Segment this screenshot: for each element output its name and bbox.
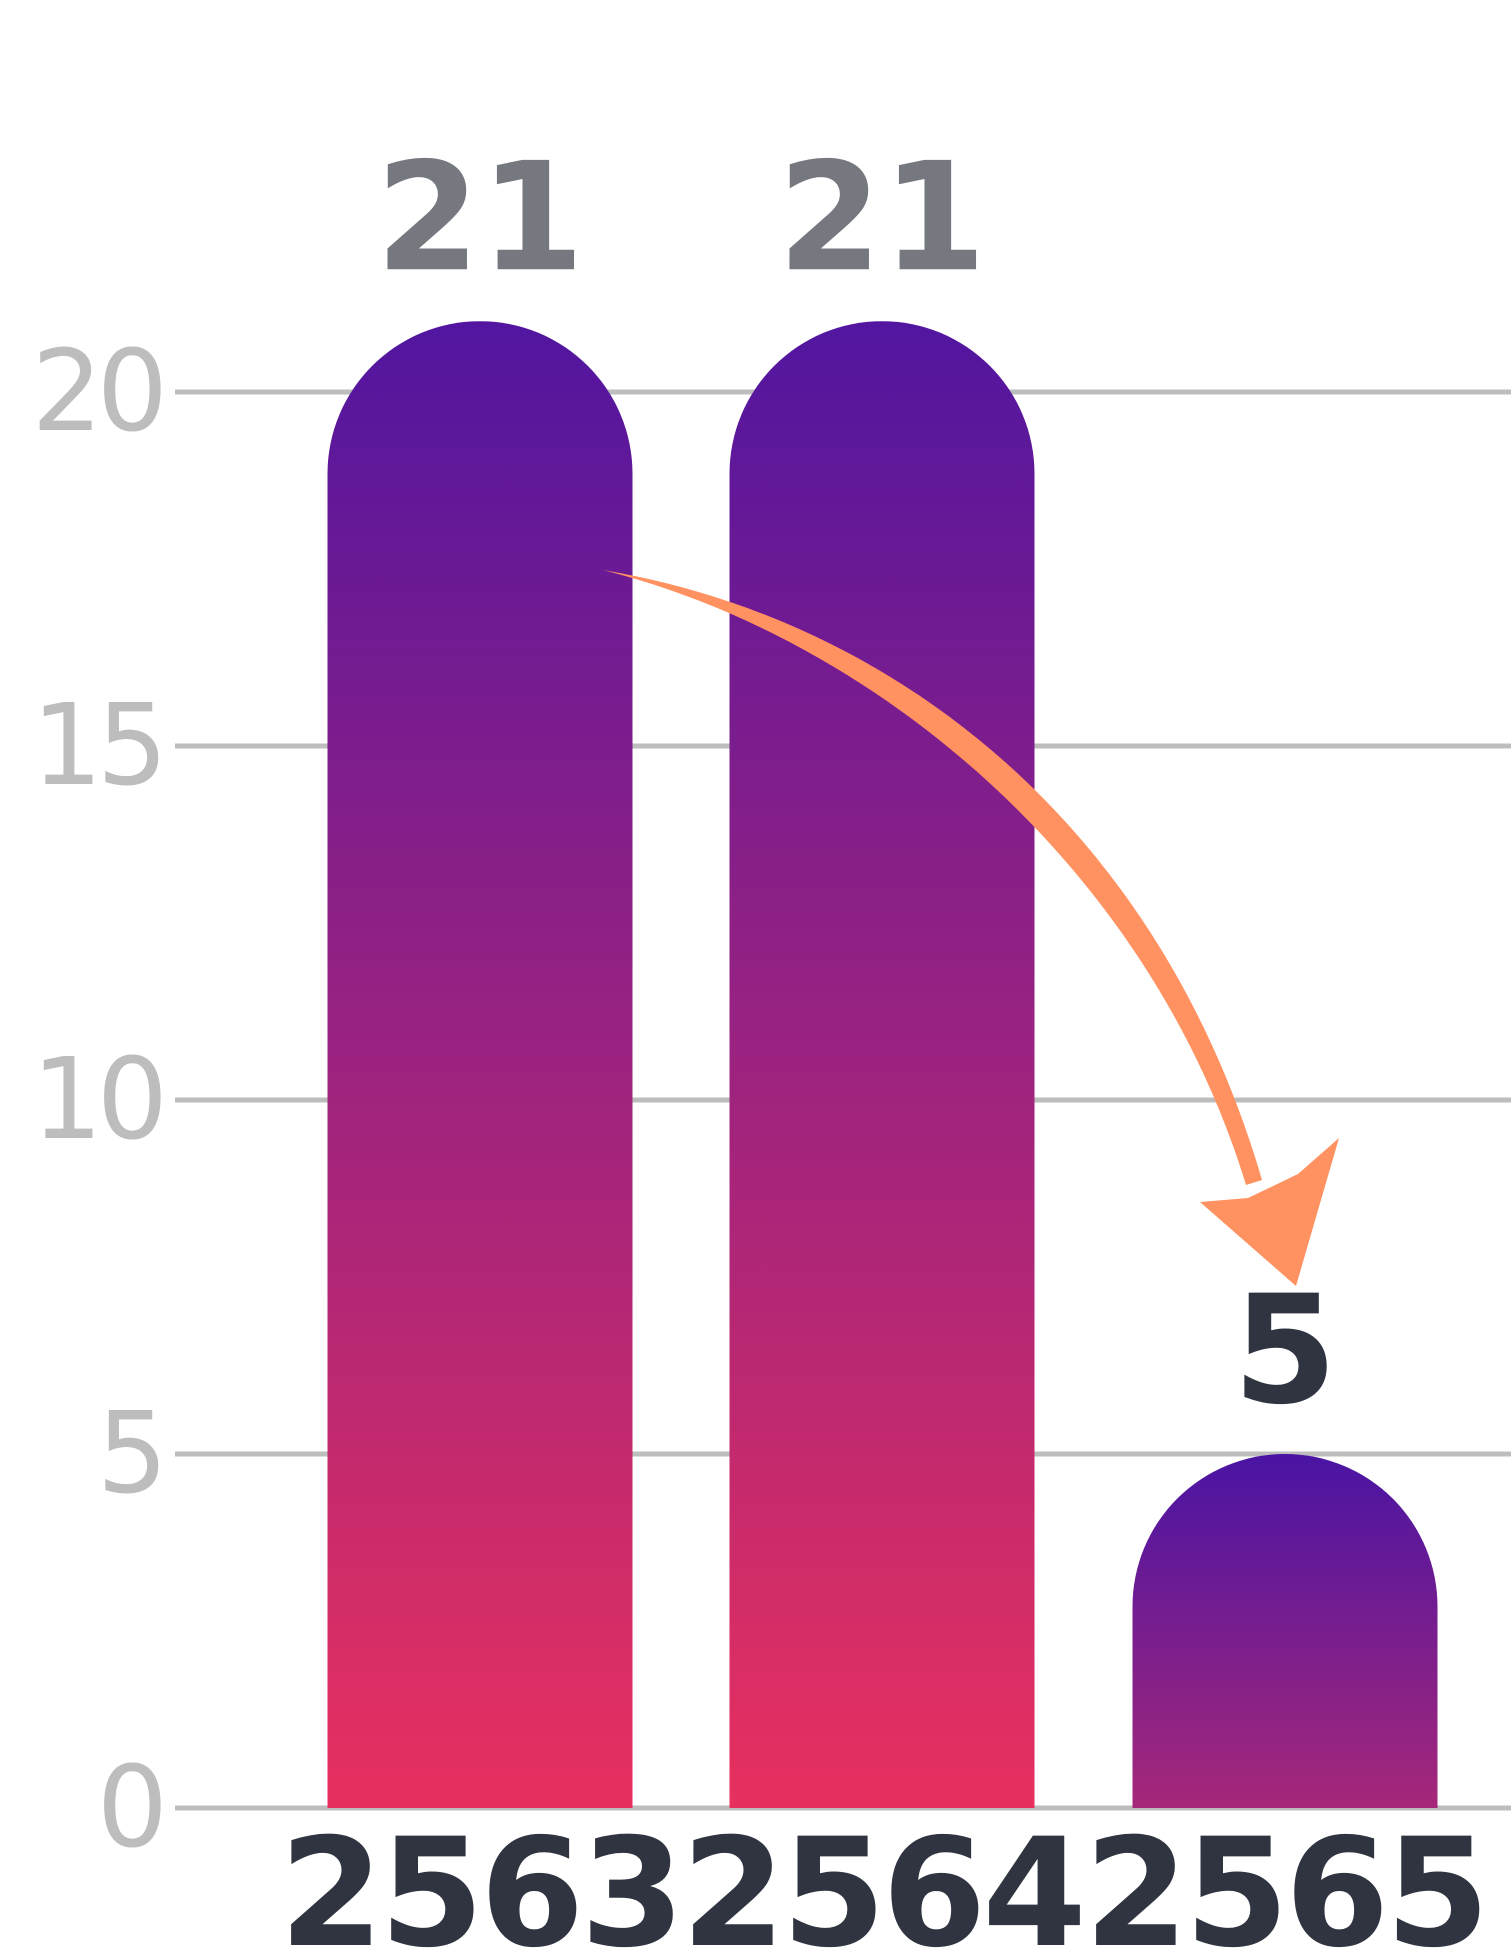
decrease-arrow-annotation: [603, 570, 1339, 1286]
x-label-2565: 2565: [1084, 1807, 1485, 1950]
bar-2564: [729, 321, 1035, 1809]
bar-2565: [1132, 1454, 1438, 1808]
y-tick-label: 0: [97, 1743, 162, 1873]
y-axis-ticks: 0 5 10 15 20: [31, 327, 168, 1873]
y-tick-label: 5: [97, 1389, 162, 1519]
y-tick-label: 10: [31, 1035, 162, 1165]
value-labels: 21 21 5: [376, 131, 1338, 1438]
x-axis-labels: 2563 2564 2565: [279, 1807, 1489, 1950]
bar-2563: [327, 321, 633, 1809]
x-label-2563: 2563: [279, 1807, 680, 1950]
y-tick-label: 20: [31, 327, 162, 457]
arrow-head: [1200, 1138, 1339, 1286]
x-label-2564: 2564: [681, 1807, 1082, 1950]
value-label-2563: 21: [376, 131, 585, 305]
y-tick-label: 15: [31, 681, 162, 811]
bars: [327, 321, 1438, 1809]
value-label-2564: 21: [778, 131, 987, 305]
value-label-2565: 5: [1233, 1264, 1337, 1438]
